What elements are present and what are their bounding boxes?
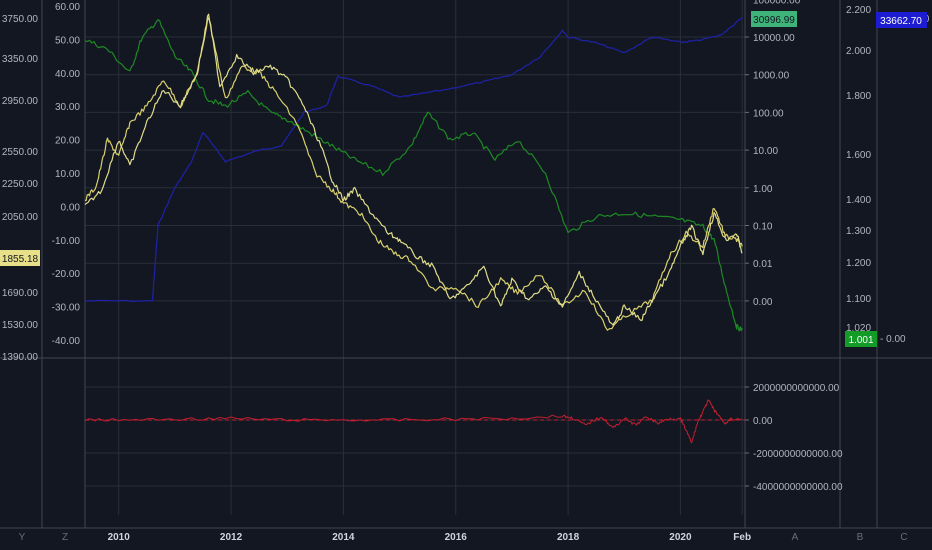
axis-letter-c: C xyxy=(900,532,907,543)
left-near-tick-label: -40.00 xyxy=(52,336,81,347)
right-log-tick-label: 10000.00 xyxy=(753,33,795,44)
x-tick-label: 2018 xyxy=(557,532,580,543)
right-b-tick-label: 2.000 xyxy=(846,46,871,57)
x-tick-label: 2012 xyxy=(220,532,243,543)
left-near-tick-label: 40.00 xyxy=(55,69,80,80)
left-near-tick-label: -30.00 xyxy=(52,303,81,314)
left-near-tick-label: 30.00 xyxy=(55,102,80,113)
right-b-tick-label: 1.600 xyxy=(846,150,871,161)
right-b-tick-label: 1.400 xyxy=(846,195,871,206)
green-small-badge-bg xyxy=(845,331,877,347)
sub-tick-label: -4000000000000.00 xyxy=(753,482,843,493)
right-log-tick-label: 0.10 xyxy=(753,222,773,233)
green-small-badge: 1.001 xyxy=(845,331,877,347)
x-tick-label: 2014 xyxy=(332,532,355,543)
left-near-tick-label: 50.00 xyxy=(55,35,80,46)
right-log-tick-label: 100000.00 xyxy=(753,0,801,6)
green-price-label: 30996.99 xyxy=(753,15,795,26)
series-line-0 xyxy=(84,16,743,303)
right-b-tick-label: 1.200 xyxy=(846,258,871,269)
right-log-tick-label: 10.00 xyxy=(753,146,778,157)
right-b-tick-label: 1.020 xyxy=(846,323,871,334)
left-far-tick-label: 2550.00 xyxy=(2,147,39,158)
right-log-tick-label: 1000.00 xyxy=(753,71,790,82)
axis-letter-b: B xyxy=(857,532,864,543)
right-log-tick-label: 0.01 xyxy=(753,259,773,270)
sub-tick-label: 2000000000000.00 xyxy=(753,383,840,394)
left-far-tick-label: 3350.00 xyxy=(2,54,39,65)
green-price-badge-bg xyxy=(751,11,797,27)
series-line-3 xyxy=(84,13,743,326)
right-b-zero-label: - 0.00 xyxy=(880,334,906,345)
left-far-tick-label: 1530.00 xyxy=(2,320,39,331)
blue-price-badge-bg xyxy=(876,12,927,28)
left-far-tick-label: 2950.00 xyxy=(2,96,39,107)
x-tick-label: Feb xyxy=(733,532,751,543)
axis-letter-a: A xyxy=(792,532,799,543)
right-b-tick-label: 1.300 xyxy=(846,226,871,237)
sub-series-line xyxy=(84,399,743,444)
left-far-tick-label: 3750.00 xyxy=(2,14,39,25)
axis-letter-z: Z xyxy=(62,532,68,543)
series-layer xyxy=(84,13,745,444)
right-b-tick-label: 1.800 xyxy=(846,91,871,102)
blue-price-badge: 33662.70 xyxy=(876,12,927,28)
left-far-tick-label: 2050.00 xyxy=(2,212,39,223)
green-price-badge: 30996.99 xyxy=(751,11,797,27)
right-log-tick-label: 0.00 xyxy=(753,297,773,308)
right-b-tick-label: 2.200 xyxy=(846,5,871,16)
axis-frames xyxy=(0,0,932,529)
left-near-tick-label: 60.00 xyxy=(55,2,80,13)
series-line-2 xyxy=(85,17,743,331)
x-tick-label: 2020 xyxy=(669,532,692,543)
sub-tick-label: -2000000000000.00 xyxy=(753,449,843,460)
left-near-tick-label: 20.00 xyxy=(55,136,80,147)
sub-tick-label: 0.00 xyxy=(753,416,773,427)
right-log-tick-label: 1.00 xyxy=(753,184,773,195)
left-far-tick-label: 1390.00 xyxy=(2,352,39,363)
yellow-price-badge-bg xyxy=(0,250,40,266)
right-b-tick-label: 1.100 xyxy=(846,294,871,305)
x-tick-label: 2016 xyxy=(445,532,468,543)
blue-price-label: 33662.70 xyxy=(880,16,922,27)
left-near-tick-label: 10.00 xyxy=(55,169,80,180)
green-small-label: 1.001 xyxy=(848,335,873,346)
yellow-price-badge: 1855.18 xyxy=(0,250,40,266)
left-near-tick-label: -10.00 xyxy=(52,236,81,247)
left-near-tick-label: 0.00 xyxy=(61,202,81,213)
yellow-price-label: 1855.18 xyxy=(2,254,39,265)
left-far-tick-label: 1690.00 xyxy=(2,288,39,299)
series-line-1 xyxy=(84,19,743,332)
axis-letter-y: Y xyxy=(19,532,26,543)
left-near-tick-label: -20.00 xyxy=(52,269,81,280)
left-far-tick-label: 2250.00 xyxy=(2,179,39,190)
right-log-tick-label: 100.00 xyxy=(753,108,784,119)
x-tick-label: 2010 xyxy=(108,532,131,543)
